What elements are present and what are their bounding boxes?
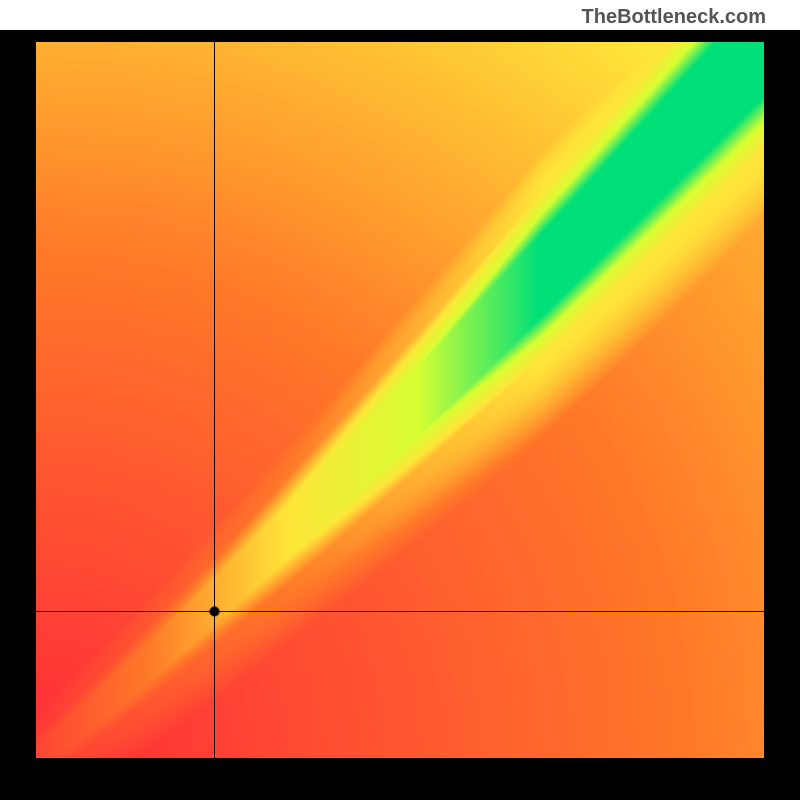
chart-outer-frame xyxy=(0,30,800,800)
crosshair-marker xyxy=(36,42,764,758)
attribution-text: TheBottleneck.com xyxy=(582,6,766,29)
root: TheBottleneck.com xyxy=(0,0,800,800)
heatmap-plot-area xyxy=(36,42,764,758)
